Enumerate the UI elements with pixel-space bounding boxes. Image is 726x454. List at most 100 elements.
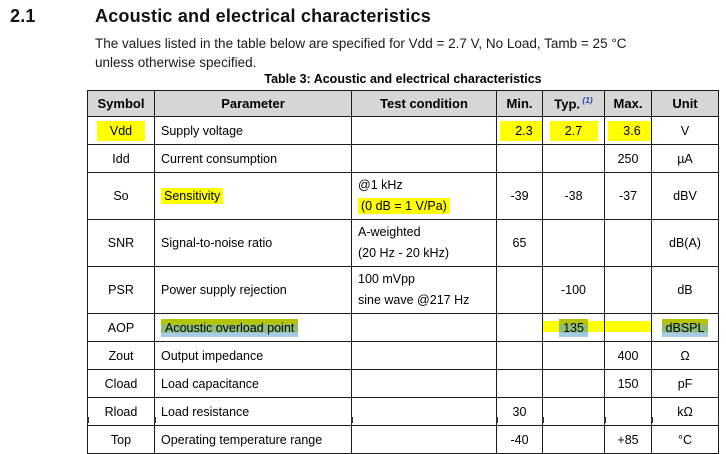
grid-line-stub [717,417,719,423]
typ-cell: -38 [542,172,605,220]
parameter-cell: Load resistance [154,397,352,426]
intro-line-2: unless otherwise specified. [95,55,257,70]
footnote-ref: (1) [580,95,593,106]
grid-line-stub [87,417,89,423]
table-row-zout: Zout Output impedance 400 Ω [87,341,719,370]
highlight: 2.3 [500,120,542,141]
unit-cell: dBSPL [651,313,719,342]
unit-cell: Ω [651,341,719,370]
test-condition-cell: 100 mVpp sine wave @217 Hz [351,266,497,314]
column-header-min: Min. [496,90,543,117]
max-cell [604,397,652,426]
table-row-so: So Sensitivity @1 kHz (0 dB = 1 V/Pa) -39 -38… [87,172,719,220]
unit-cell: µA [651,144,719,173]
symbol-cell: Idd [87,144,155,173]
test-condition-line: (20 Hz - 20 kHz) [358,246,449,260]
column-header-max: Max. [604,90,652,117]
intro-line-1: The values listed in the table below are… [95,36,627,51]
max-cell [604,266,652,314]
symbol-cell: Zout [87,341,155,370]
marker-stroke [605,321,651,332]
typ-cell [542,341,605,370]
typ-cell [542,144,605,173]
highlight: Vdd [97,120,145,141]
typ-cell [542,369,605,398]
min-cell [496,144,543,173]
max-cell: 400 [604,341,652,370]
unit-cell: dB [651,266,719,314]
symbol-cell: Cload [87,369,155,398]
max-cell [604,313,652,342]
table-row-vdd: Vdd Supply voltage 2.3 2.7 3.6 V [87,116,719,145]
test-condition-line: A-weighted [358,225,421,239]
grid-line-stub [604,417,606,423]
section-heading: 2.1 Acoustic and electrical characterist… [10,6,431,27]
typ-cell [542,397,605,426]
test-condition-cell: A-weighted (20 Hz - 20 kHz) [351,219,497,267]
parameter-cell: Load capacitance [154,369,352,398]
symbol-cell: AOP [87,313,155,342]
test-condition-cell [351,313,497,342]
highlight: Sensitivity [161,188,224,204]
parameter-cell: Power supply rejection [154,266,352,314]
table-continuation-stubs [87,417,719,423]
parameter-cell: Current consumption [154,144,352,173]
symbol-cell: SNR [87,219,155,267]
test-condition-cell [351,341,497,370]
parameter-cell: Sensitivity [154,172,352,220]
max-cell: -37 [604,172,652,220]
highlight: 3.6 [608,120,651,141]
test-condition-cell [351,369,497,398]
parameter-cell: Acoustic overload point [154,313,352,342]
max-cell [604,219,652,267]
intro-paragraph: The values listed in the table below are… [95,34,626,72]
max-cell: 250 [604,144,652,173]
test-condition-cell [351,116,497,145]
unit-cell: pF [651,369,719,398]
column-header-unit: Unit [651,90,719,117]
symbol-cell: PSR [87,266,155,314]
max-cell: 150 [604,369,652,398]
unit-cell: dB(A) [651,219,719,267]
highlight: Acoustic overload point [161,318,299,337]
column-header-testcondition: Test condition [351,90,497,117]
parameter-cell: Signal-to-noise ratio [154,219,352,267]
table-row-rload: Rload Load resistance 30 kΩ [87,397,719,426]
parameter-cell: Output impedance [154,341,352,370]
symbol-cell: Vdd [87,116,155,145]
highlight: dBSPL [661,318,709,337]
column-header-typ: Typ. (1) [542,90,605,117]
table-caption: Table 3: Acoustic and electrical charact… [264,72,542,86]
grid-line-stub [542,417,544,423]
table-row-psr: PSR Power supply rejection 100 mVpp sine wa… [87,266,719,314]
table-header-row: Symbol Parameter Test condition Min. Typ. (1… [87,90,719,117]
section-title: Acoustic and electrical characteristics [95,6,431,26]
section-number: 2.1 [10,6,36,26]
symbol-cell: So [87,172,155,220]
typ-cell: 135 [542,313,605,342]
characteristics-table: Symbol Parameter Test condition Min. Typ. (1… [87,90,719,454]
min-cell [496,313,543,342]
grid-line-stub [496,417,498,423]
grid-line-stub [154,417,156,423]
test-condition-line: 100 mVpp [358,272,415,286]
min-cell: -39 [496,172,543,220]
test-condition-line: sine wave @217 Hz [358,293,470,307]
symbol-cell: Rload [87,397,155,426]
parameter-cell: Supply voltage [154,116,352,145]
table-row-aop: AOP Acoustic overload point 135 dBSPL [87,313,719,342]
table-row-snr: SNR Signal-to-noise ratio A-weighted (20 Hz… [87,219,719,267]
grid-line-stub [351,417,353,423]
test-condition-line: @1 kHz [358,178,403,192]
typ-cell [542,219,605,267]
highlight: (0 dB = 1 V/Pa) [358,198,450,214]
min-cell [496,341,543,370]
max-cell: 3.6 [604,116,652,145]
test-condition-cell [351,144,497,173]
typ-cell: -100 [542,266,605,314]
highlight: 2.7 [549,120,598,141]
min-cell [496,369,543,398]
min-cell [496,266,543,314]
highlight: 135 [559,318,588,337]
unit-cell: dBV [651,172,719,220]
